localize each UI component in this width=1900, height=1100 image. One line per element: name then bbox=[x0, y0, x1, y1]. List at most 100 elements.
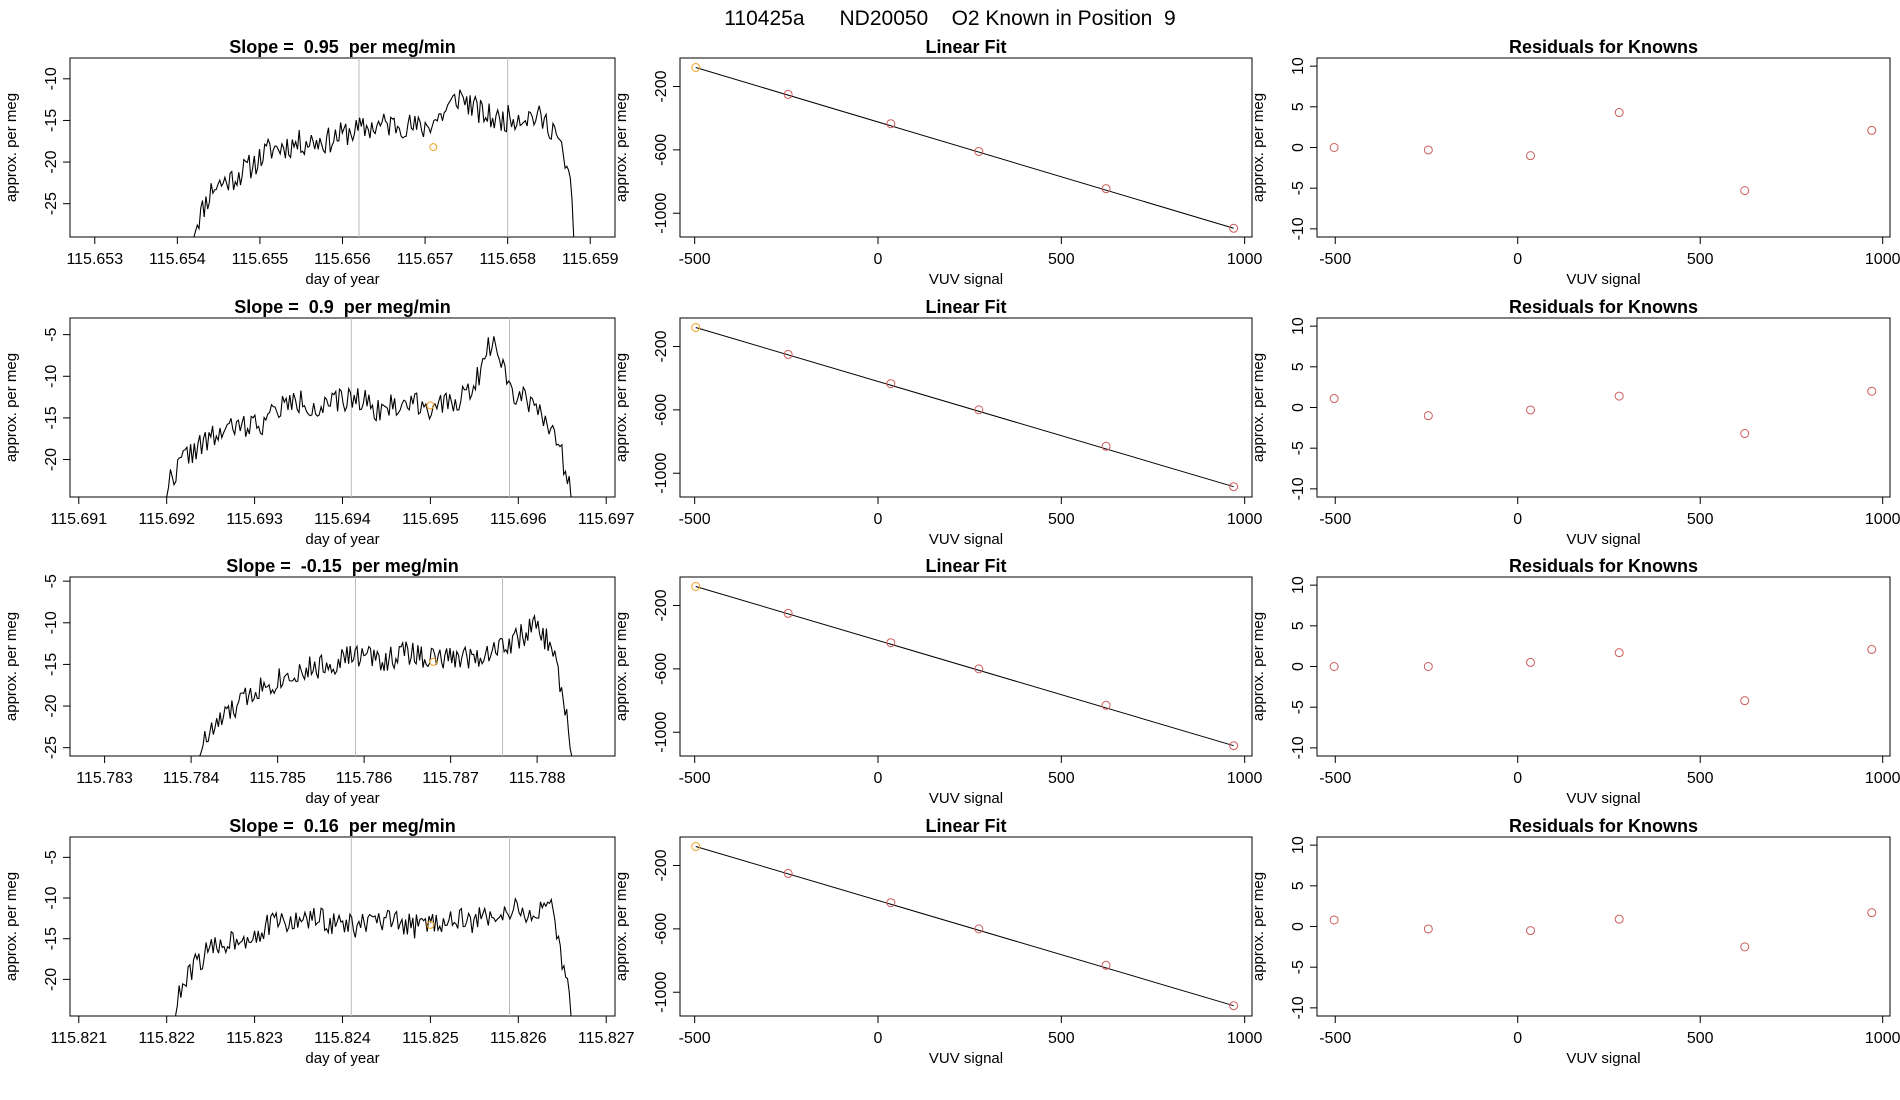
panel-title: Slope = -0.15 per meg/min bbox=[226, 556, 459, 576]
panel-title: Linear Fit bbox=[925, 297, 1006, 317]
panel-title: Slope = 0.9 per meg/min bbox=[234, 297, 451, 317]
x-tick-label: 115.826 bbox=[490, 1030, 547, 1047]
data-point bbox=[886, 898, 896, 908]
x-tick-label: 0 bbox=[874, 1030, 883, 1047]
x-tick-label: -500 bbox=[679, 251, 711, 268]
panel-11: Linear Fit VUV signal approx. per meg -500 0… bbox=[613, 816, 1263, 1067]
y-tick-label: 5 bbox=[1290, 102, 1307, 111]
data-point bbox=[886, 379, 896, 389]
data-point bbox=[1614, 648, 1624, 658]
x-tick-label: 500 bbox=[1687, 1030, 1714, 1047]
panel-4: Slope = 0.9 per meg/min day of year approx… bbox=[3, 297, 635, 548]
panel-title: Residuals for Knowns bbox=[1509, 556, 1698, 576]
x-tick-label: 115.653 bbox=[66, 251, 123, 268]
data-point bbox=[1526, 926, 1536, 936]
y-tick-label: -5 bbox=[1290, 960, 1307, 974]
x-tick-label: 115.658 bbox=[479, 251, 536, 268]
data-point bbox=[1740, 429, 1750, 439]
data-point bbox=[1526, 405, 1536, 415]
data-point bbox=[1229, 741, 1239, 751]
y-tick-label: -600 bbox=[653, 394, 670, 426]
x-tick-label: -500 bbox=[1319, 1030, 1351, 1047]
x-tick-label: 115.824 bbox=[314, 1030, 371, 1047]
data-point bbox=[1740, 942, 1750, 952]
highlight-data-point bbox=[691, 323, 701, 333]
x-tick-label: 115.823 bbox=[226, 1030, 283, 1047]
y-tick-label: -1000 bbox=[653, 193, 670, 234]
data-point bbox=[1423, 411, 1433, 421]
x-tick-label: 115.821 bbox=[50, 1030, 107, 1047]
data-point bbox=[886, 638, 896, 648]
y-axis-label: approx. per meg bbox=[1250, 93, 1267, 202]
y-tick-label: -15 bbox=[43, 927, 60, 950]
time-series-trace bbox=[199, 613, 573, 756]
data-point bbox=[974, 664, 984, 674]
data-point bbox=[1867, 908, 1877, 918]
x-tick-label: 0 bbox=[874, 511, 883, 528]
data-point bbox=[1614, 108, 1624, 118]
plot-frame bbox=[69, 57, 616, 238]
data-point bbox=[1101, 184, 1111, 194]
x-tick-label: 115.659 bbox=[562, 251, 619, 268]
data-point bbox=[783, 349, 793, 359]
plot-frame bbox=[1316, 317, 1891, 498]
data-point bbox=[1867, 125, 1877, 135]
y-tick-label: -600 bbox=[653, 134, 670, 166]
plot-frame bbox=[1316, 836, 1891, 1017]
y-tick-label: -20 bbox=[43, 968, 60, 991]
x-tick-label: 500 bbox=[1687, 511, 1714, 528]
y-axis-label: approx. per meg bbox=[613, 612, 630, 721]
panel-1: Slope = 0.95 per meg/min day of year appro… bbox=[3, 37, 619, 288]
y-tick-label: -5 bbox=[1290, 700, 1307, 714]
y-axis-label: approx. per meg bbox=[1250, 353, 1267, 462]
data-point bbox=[1423, 924, 1433, 934]
data-point bbox=[974, 924, 984, 934]
x-tick-label: 115.785 bbox=[249, 770, 306, 787]
panel-title: Residuals for Knowns bbox=[1509, 297, 1698, 317]
fit-line bbox=[695, 327, 1234, 488]
x-axis-label: VUV signal bbox=[1566, 271, 1640, 288]
y-axis-label: approx. per meg bbox=[613, 353, 630, 462]
x-axis-label: VUV signal bbox=[929, 790, 1003, 807]
x-axis-label: VUV signal bbox=[1566, 790, 1640, 807]
y-tick-label: -5 bbox=[43, 327, 60, 341]
x-axis-label: VUV signal bbox=[929, 271, 1003, 288]
y-axis-label: approx. per meg bbox=[3, 612, 20, 721]
x-axis-label: day of year bbox=[305, 531, 379, 548]
x-tick-label: -500 bbox=[679, 1030, 711, 1047]
y-tick-label: -25 bbox=[43, 192, 60, 215]
x-tick-label: 115.691 bbox=[50, 511, 107, 528]
x-tick-label: 115.694 bbox=[314, 511, 371, 528]
data-point bbox=[1229, 1001, 1239, 1011]
data-point bbox=[1526, 657, 1536, 667]
panel-12: Residuals for Knowns VUV signal approx. pe… bbox=[1250, 816, 1900, 1067]
x-axis-label: day of year bbox=[305, 1050, 379, 1067]
x-tick-label: 115.697 bbox=[578, 511, 635, 528]
plot-frame bbox=[1316, 576, 1891, 757]
data-point bbox=[1329, 662, 1339, 671]
x-tick-label: 0 bbox=[874, 770, 883, 787]
y-tick-label: -10 bbox=[43, 611, 60, 634]
x-tick-label: 1000 bbox=[1227, 1030, 1263, 1047]
y-tick-label: -600 bbox=[653, 913, 670, 945]
x-tick-label: 0 bbox=[1513, 511, 1522, 528]
y-tick-label: -5 bbox=[1290, 441, 1307, 455]
data-point bbox=[1740, 696, 1750, 706]
y-axis-label: approx. per meg bbox=[3, 353, 20, 462]
x-tick-label: 115.822 bbox=[138, 1030, 195, 1047]
y-tick-label: 10 bbox=[1290, 57, 1307, 75]
data-point bbox=[974, 146, 984, 156]
y-tick-label: 5 bbox=[1290, 621, 1307, 630]
y-tick-label: -600 bbox=[653, 653, 670, 685]
data-point bbox=[1867, 386, 1877, 396]
data-point bbox=[1740, 186, 1750, 196]
data-point bbox=[1867, 644, 1877, 654]
y-tick-label: 5 bbox=[1290, 881, 1307, 890]
highlight-data-point bbox=[691, 63, 701, 73]
data-point bbox=[1101, 441, 1111, 451]
page-title: 110425a ND20050 O2 Known in Position 9 bbox=[724, 7, 1175, 30]
x-tick-label: 500 bbox=[1048, 770, 1075, 787]
panel-10: Slope = 0.16 per meg/min day of year appro… bbox=[3, 816, 635, 1067]
y-tick-label: 10 bbox=[1290, 576, 1307, 594]
data-point bbox=[783, 608, 793, 618]
